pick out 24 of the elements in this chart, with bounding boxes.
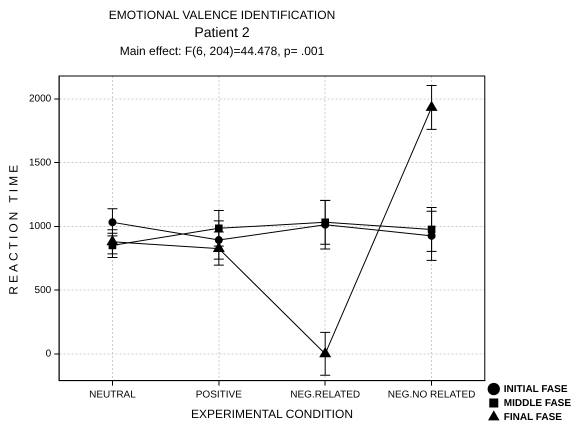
point [320, 347, 331, 358]
point [428, 226, 436, 234]
y-tick-label: 0 [46, 348, 52, 360]
point [108, 218, 116, 226]
y-tick-label: 2000 [28, 94, 52, 105]
point [214, 224, 223, 232]
chart-title: EMOTIONAL VALENCE IDENTIFICATION [108, 8, 336, 22]
point [213, 242, 224, 252]
point [108, 242, 116, 250]
x-tick-label: NEG.NO RELATED [388, 389, 476, 400]
x-tick-label: NEUTRAL [89, 389, 136, 400]
chart-subtitle: Patient 2 [194, 24, 250, 40]
x-tick-label: POSITIVE [196, 389, 242, 400]
legend-label: FINAL FASE [504, 412, 562, 423]
point [214, 236, 223, 244]
x-tick-label: NEG.RELATED [290, 389, 360, 400]
y-tick-label: 1000 [28, 221, 52, 232]
y-tick-label: 1500 [28, 157, 52, 168]
y-tick-label: 500 [34, 284, 52, 296]
y-axis-title: REACTION TIME [6, 162, 20, 295]
x-axis-title: EXPERIMENTAL CONDITION [190, 407, 354, 422]
text: Main effect: F(6, 204)=44.478, p= .001 [120, 44, 324, 58]
legend-label: INITIAL FASE [504, 384, 568, 395]
legend-label: MIDDLE FASE [504, 398, 572, 409]
